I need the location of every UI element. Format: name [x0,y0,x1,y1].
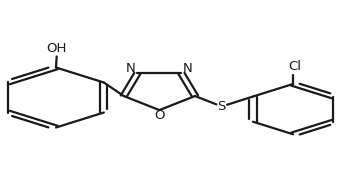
Text: O: O [154,109,165,122]
Text: S: S [218,100,226,113]
Text: N: N [183,62,193,75]
Text: OH: OH [47,42,67,55]
Text: N: N [126,62,136,75]
Text: Cl: Cl [289,60,301,74]
